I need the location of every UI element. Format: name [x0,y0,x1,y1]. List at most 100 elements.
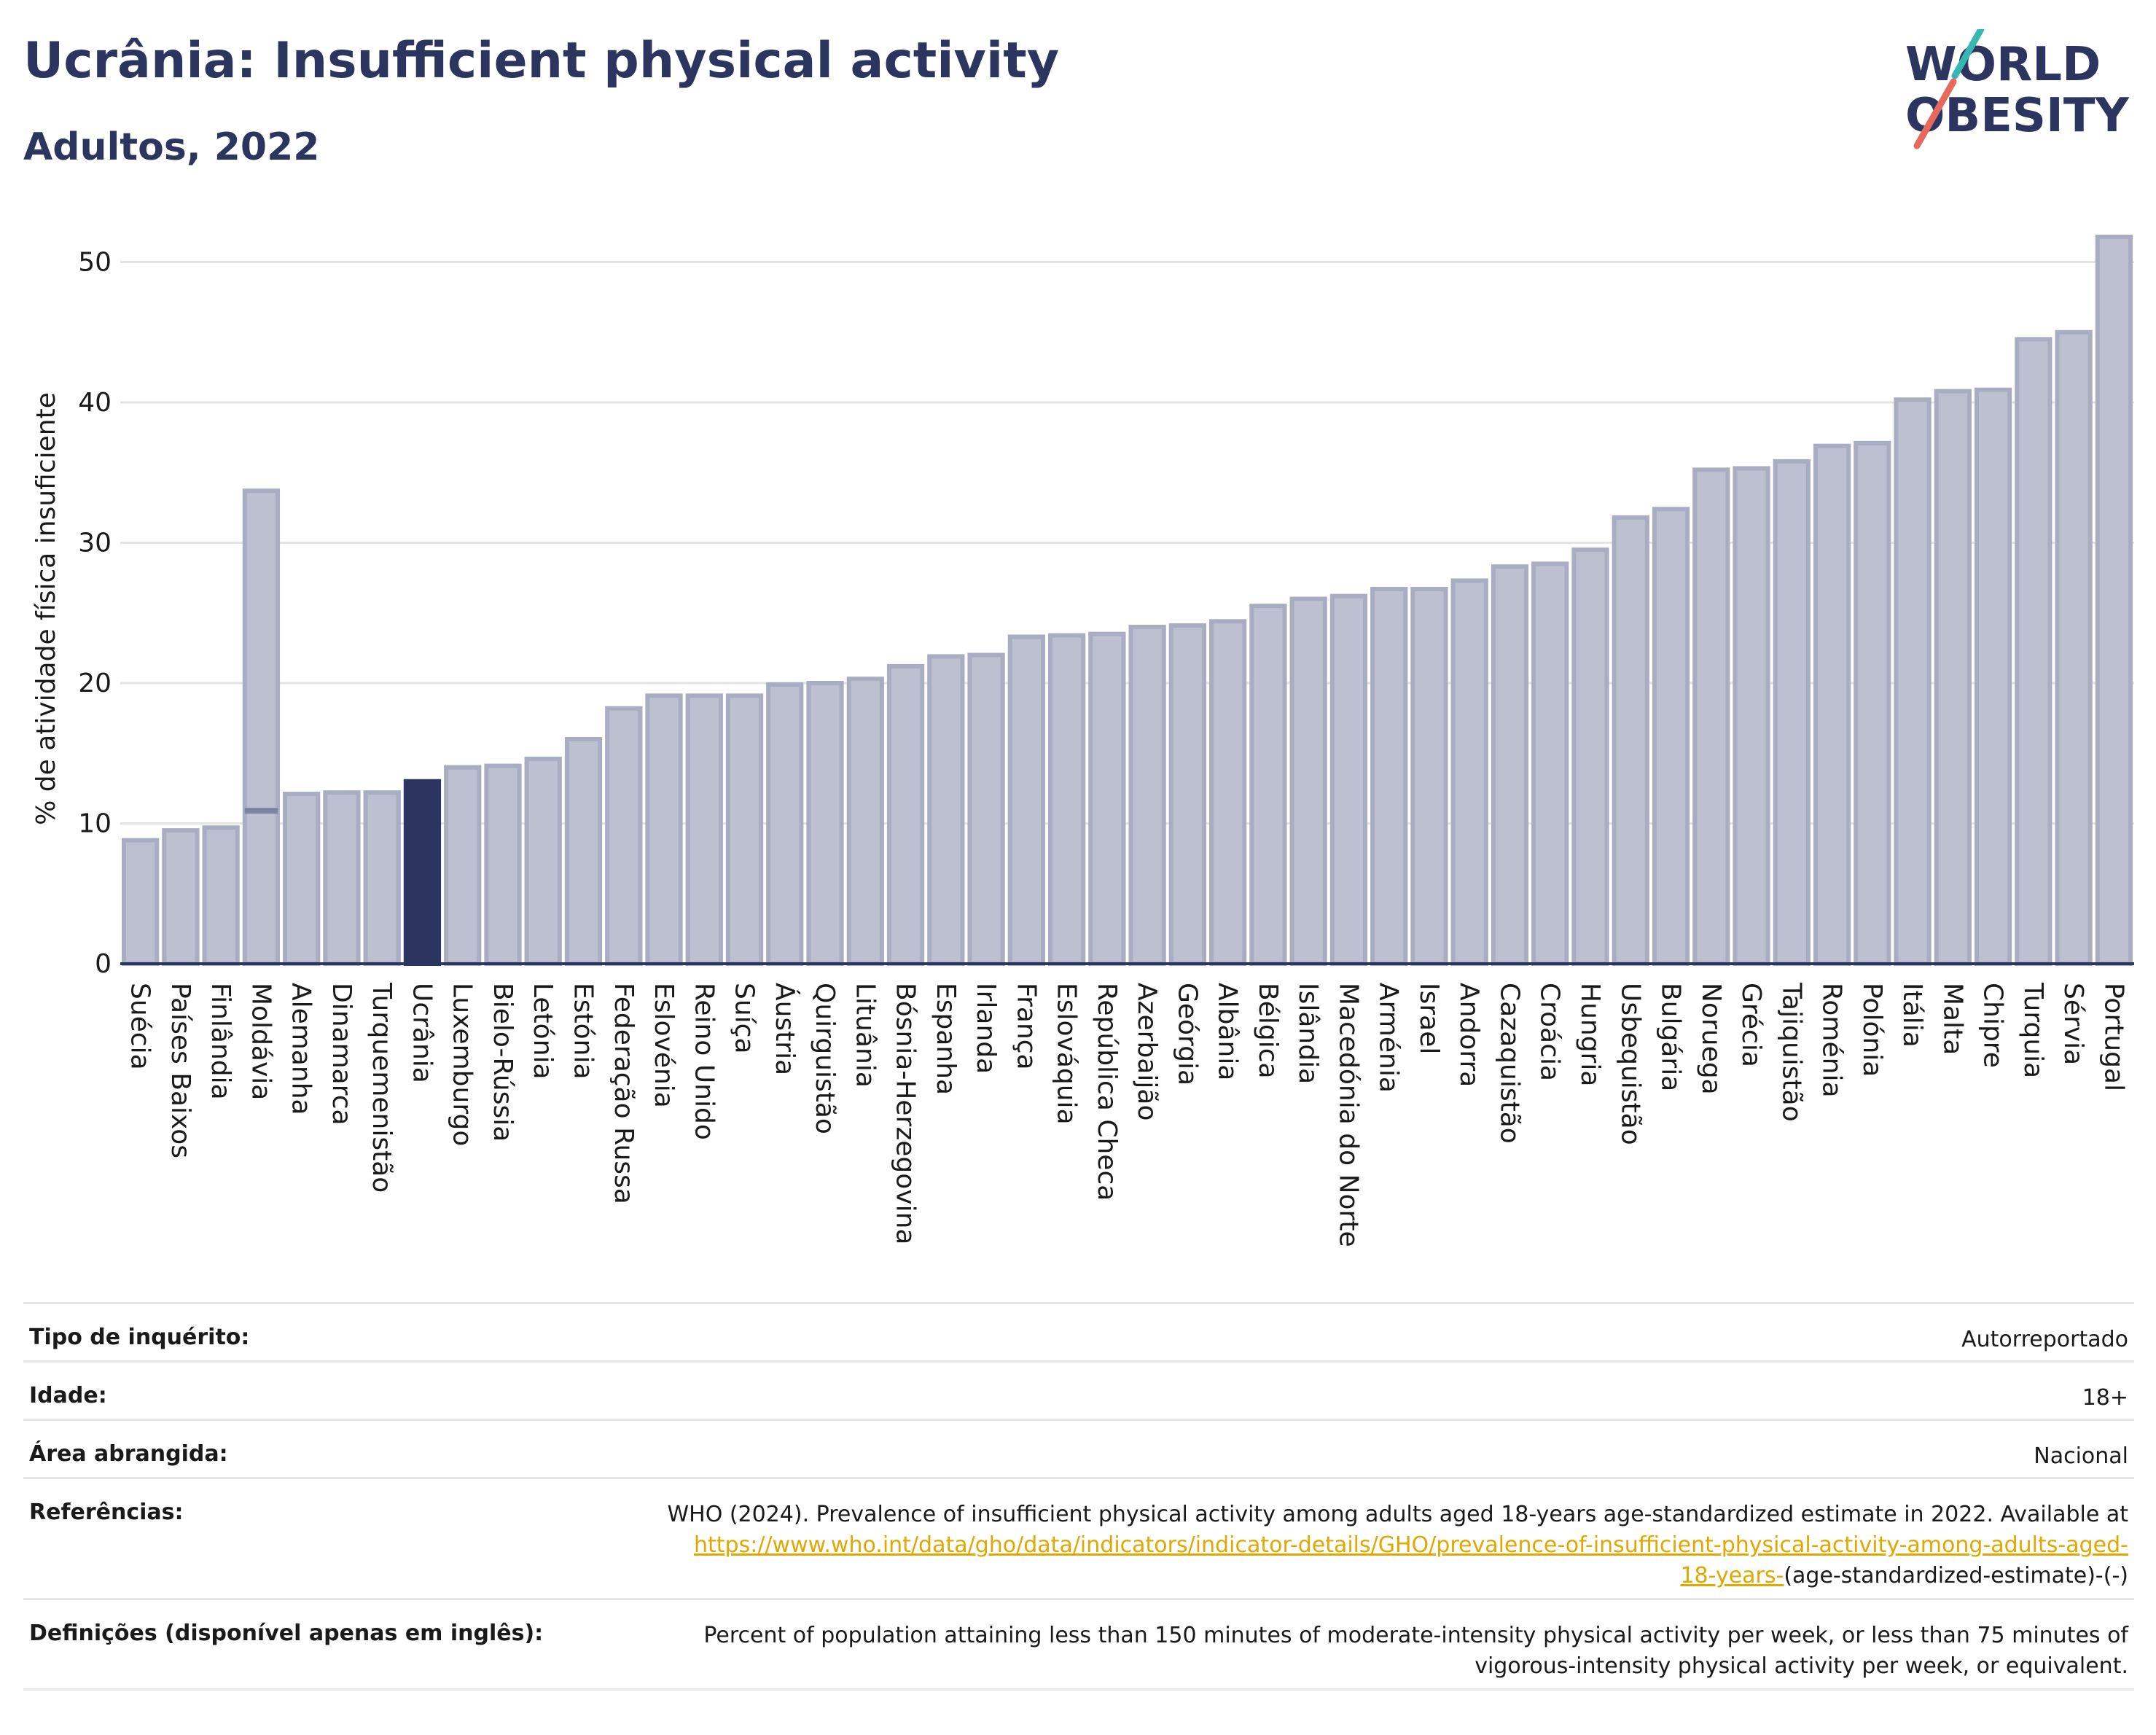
bar [564,737,603,966]
logo-line1: WORLD [1905,38,2101,92]
bar [1692,467,1730,966]
x-tick-label: Noruega [1696,983,1726,1095]
logo-line2: OBESITY [1905,89,2129,143]
x-tick-label: Sérvia [2058,983,2088,1065]
bar [967,652,1005,966]
page-subtitle: Adultos, 2022 [23,125,320,169]
references-link[interactable]: https://www.who.int/data/gho/data/indica… [694,1532,2128,1588]
x-tick-label: Arménia [1374,983,1404,1093]
bar [1249,604,1287,966]
x-tick-label: Eslováquia [1052,983,1082,1125]
y-tick-label: 0 [95,949,112,979]
bar [1612,515,1649,967]
references-text: WHO (2024). Prevalence of insufficient p… [667,1502,2128,1527]
bar [846,677,884,966]
bar [2055,330,2093,966]
bar [1209,619,1247,966]
y-tick-label: 30 [78,529,112,558]
info-value: Autorreportado [592,1302,2134,1362]
x-tick-label: Grécia [1736,983,1766,1067]
info-value: 18+ [592,1360,2134,1420]
x-tick-label: Tajiquistão [1776,982,1806,1122]
bar [605,706,643,967]
bar [1934,389,1972,967]
x-tick-label: Roménia [1817,983,1847,1098]
bar [1733,466,1770,967]
bar [202,825,240,967]
info-label: Área abrangida: [23,1419,592,1478]
info-row-age: Idade: 18+ [23,1360,2134,1420]
info-row-references: Referências: WHO (2024). Prevalence of i… [23,1477,2134,1599]
bar [1007,634,1045,966]
x-tick-label: Azerbaijão [1132,983,1162,1120]
x-tick-label: Bélgica [1253,983,1283,1079]
y-tick-label: 20 [78,668,112,698]
bar [1652,507,1690,966]
x-tick-labels: Suécia Países Baixos Finlândia Moldávia Alem… [125,982,2129,1247]
bar [1450,578,1488,966]
x-tick-label: Itália [1897,983,1927,1048]
world-obesity-logo: WORLD OBESITY [1905,29,2129,149]
bar [645,693,683,966]
bar [1047,633,1086,966]
bar [524,756,562,966]
x-tick-label: Bielo-Rússia [488,983,517,1142]
x-tick-label: Malta [1937,983,1967,1055]
x-tick-label: Dinamarca [327,983,356,1126]
x-tick-label: Chipre [1978,983,2008,1068]
bar [806,681,844,966]
x-tick-label: França [1011,983,1041,1070]
bar [363,790,401,967]
x-tick-label: Hungria [1575,983,1605,1086]
bar [1329,593,1368,967]
bar [403,779,442,966]
page-title: Ucrânia: Insufficient physical activity [23,32,1060,90]
bar [2015,337,2053,966]
bar [323,790,361,967]
x-tick-label: Lituânia [850,983,880,1088]
x-tick-label: Suécia [125,983,155,1070]
bar [1088,631,1126,966]
info-label: Idade: [23,1360,592,1420]
x-tick-label: Turquia [2018,982,2048,1078]
bar [1410,587,1448,966]
bar [725,693,764,966]
x-tick-label: Quirguistão [810,983,840,1134]
bar [1894,397,1932,966]
definitions-value: Percent of population attaining less tha… [592,1598,2134,1691]
x-tick-label: Irlanda [971,983,1001,1074]
x-tick-label: Eslovénia [649,983,679,1108]
bars [120,234,2134,967]
bar [1854,440,1891,966]
info-row-definitions: Definições (disponível apenas em inglês)… [23,1598,2134,1691]
x-tick-label: Islândia [1293,983,1323,1084]
info-row-survey-type: Tipo de inquérito: Autorreportado [23,1302,2134,1362]
bar [1128,625,1166,966]
bar [927,654,965,966]
x-tick-label: Usbequistão [1615,983,1645,1145]
logo-slash-teal [1951,29,1985,79]
x-tick-label: Portugal [2098,983,2128,1091]
x-tick-label: Andorra [1454,983,1484,1087]
bar [1813,443,1851,966]
bar [484,763,522,966]
x-tick-label: Ucrânia [407,983,437,1083]
x-tick-label: Israel [1414,983,1444,1054]
bar [1531,561,1569,966]
x-tick-label: Países Baixos [165,983,195,1158]
bar [444,765,482,966]
x-tick-label: Moldávia [246,983,276,1100]
x-tick-label: República Checa [1092,983,1122,1201]
x-tick-label: Reino Unido [689,983,719,1140]
y-tick-label: 40 [78,388,112,418]
y-tick-label: 10 [78,809,112,839]
bar [1370,587,1408,966]
bar [1491,564,1529,966]
x-tick-label: Cazaquistão [1494,983,1524,1144]
bar [242,488,281,966]
x-tick-label: Letónia [528,983,558,1080]
x-tick-label: Croácia [1535,983,1565,1081]
info-label: Tipo de inquérito: [23,1302,592,1362]
logo-slash-red [1913,78,1957,149]
bar [766,682,804,966]
